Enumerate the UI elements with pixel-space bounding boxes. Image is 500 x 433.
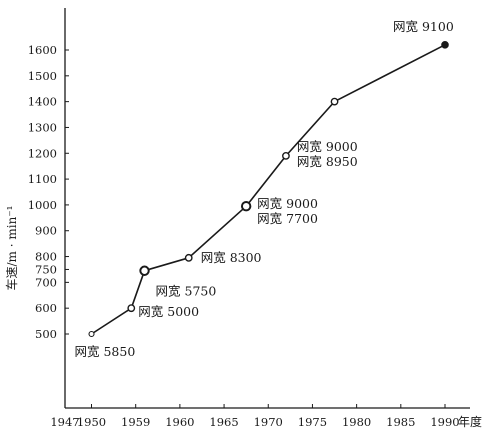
data-point [330, 97, 339, 106]
x-tick-label: 1960 [165, 415, 194, 429]
x-tick-label: 1959 [121, 415, 150, 429]
y-tick-label: 800 [35, 250, 57, 264]
x-tick-label: 1985 [386, 415, 415, 429]
y-tick-label: 900 [35, 224, 57, 238]
point-annotation: 网宽 5750 [156, 284, 217, 299]
point-annotation: 网宽 9000 网宽 8950 [297, 139, 358, 169]
x-tick-label: 1950 [77, 415, 106, 429]
point-annotation-line: 网宽 7700 [257, 211, 318, 226]
y-tick-label: 1200 [28, 146, 57, 160]
point-annotation-line: 网宽 9000 [257, 196, 318, 211]
point-annotation: 网宽 8300 [201, 250, 262, 265]
y-tick-label: 700 [35, 275, 57, 289]
point-annotation: 网宽 9000 网宽 7700 [257, 196, 318, 226]
point-annotation-line: 网宽 8950 [297, 154, 358, 169]
y-tick-label: 1500 [28, 69, 57, 83]
data-point [441, 41, 449, 49]
y-tick-label: 1100 [28, 172, 57, 186]
series-line [91, 44, 446, 335]
data-point [240, 201, 252, 212]
point-annotation-line: 网宽 9000 [297, 139, 358, 154]
point-annotation-line: 网宽 9100 [393, 19, 454, 34]
y-tick-label: 750 [35, 262, 57, 276]
y-axis-title: 车速/m · min⁻¹ [4, 206, 19, 291]
point-annotation: 网宽 5000 [138, 304, 199, 319]
data-point [282, 151, 290, 160]
data-point [127, 304, 136, 313]
y-tick-label: 1300 [28, 120, 57, 134]
data-point [184, 253, 193, 262]
y-tick-label: 1400 [28, 95, 57, 109]
y-tick-label: 1000 [28, 198, 57, 212]
point-annotation-line: 网宽 5750 [156, 284, 217, 299]
point-annotation: 网宽 5850 [75, 344, 136, 359]
x-tick-label: 1990 [430, 415, 459, 429]
data-point [139, 265, 150, 276]
plot-area [88, 41, 449, 338]
x-tick-label: 1975 [298, 415, 327, 429]
y-tick-label: 1600 [28, 43, 57, 57]
data-point [88, 330, 95, 338]
y-tick-label: 500 [35, 327, 57, 341]
x-axis-title: 年度 [458, 414, 482, 429]
y-tick-label: 600 [35, 301, 57, 315]
x-tick-label: 1980 [342, 415, 371, 429]
point-annotation-line: 网宽 8300 [201, 250, 262, 265]
point-annotation: 网宽 9100 [393, 19, 454, 34]
x-tick-label: 1970 [254, 415, 283, 429]
point-annotation-line: 网宽 5000 [138, 304, 199, 319]
x-tick-label: 1965 [209, 415, 238, 429]
x-tick-label: 1947 [50, 415, 79, 429]
point-annotation-line: 网宽 5850 [75, 344, 136, 359]
